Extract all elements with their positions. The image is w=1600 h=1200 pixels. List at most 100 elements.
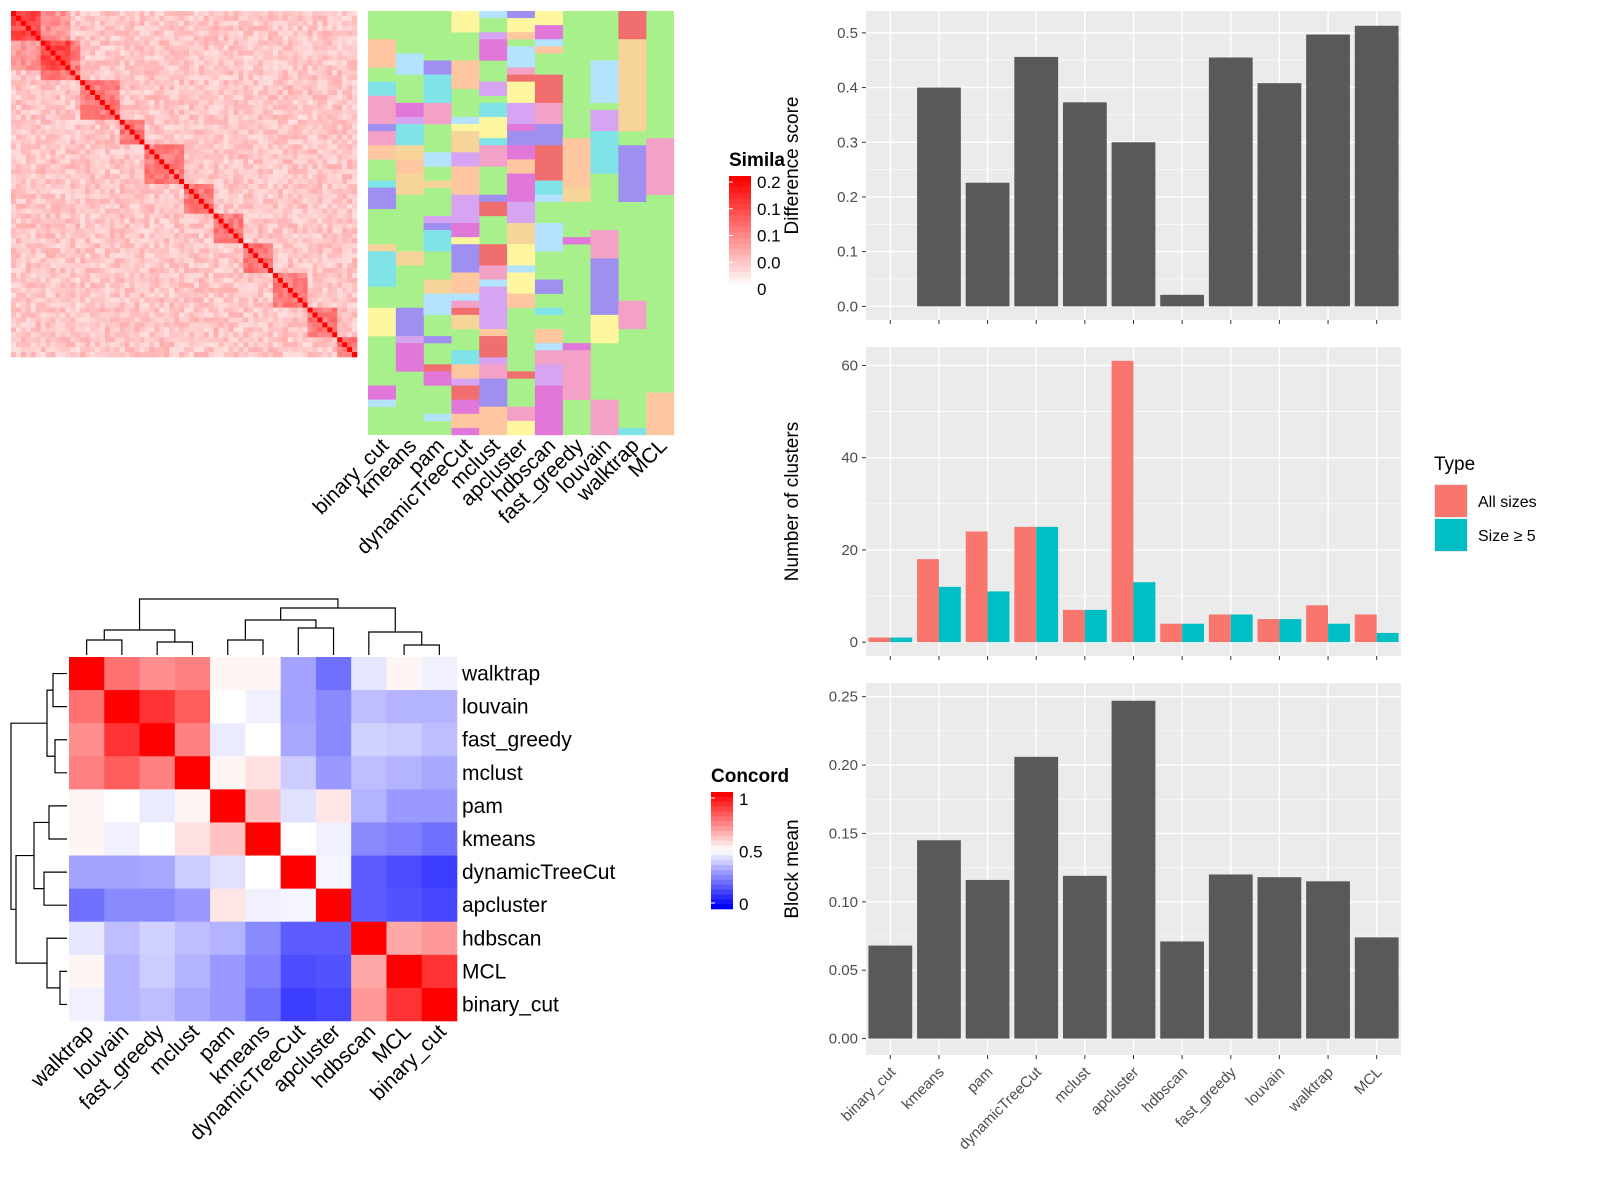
similarity-cell bbox=[134, 243, 140, 249]
similarity-cell bbox=[198, 342, 205, 348]
annotation-cell bbox=[451, 364, 480, 379]
similarity-cell bbox=[154, 208, 160, 214]
similarity-cell bbox=[45, 218, 51, 224]
similarity-cell bbox=[268, 258, 274, 264]
similarity-cell bbox=[342, 129, 348, 135]
similarity-cell bbox=[287, 80, 294, 86]
similarity-cell bbox=[188, 139, 195, 145]
similarity-cell bbox=[223, 193, 229, 200]
similarity-cell bbox=[90, 129, 96, 135]
similarity-cell bbox=[124, 11, 130, 17]
similarity-cell bbox=[184, 99, 190, 106]
similarity-cell bbox=[258, 99, 264, 106]
similarity-cell bbox=[99, 50, 106, 56]
similarity-cell bbox=[253, 114, 259, 121]
similarity-cell bbox=[228, 332, 234, 338]
similarity-cell bbox=[164, 218, 170, 224]
similarity-cell bbox=[263, 203, 269, 210]
similarity-cell bbox=[292, 322, 298, 328]
similarity-cell bbox=[352, 35, 358, 41]
similarity-cell bbox=[55, 40, 61, 46]
similarity-cell bbox=[258, 248, 264, 254]
similarity-cell bbox=[332, 144, 338, 150]
similarity-cell bbox=[45, 302, 51, 308]
similarity-cell bbox=[248, 342, 254, 348]
similarity-cell bbox=[169, 233, 175, 239]
similarity-cell bbox=[80, 277, 86, 284]
similarity-cell bbox=[332, 307, 338, 313]
similarity-cell bbox=[119, 104, 125, 111]
annotation-cell bbox=[395, 343, 424, 372]
similarity-cell bbox=[109, 302, 116, 308]
similarity-cell bbox=[40, 11, 46, 17]
similarity-cell bbox=[154, 352, 160, 358]
similarity-cell bbox=[213, 188, 219, 195]
similarity-cell bbox=[218, 337, 224, 343]
similarity-cell bbox=[40, 15, 46, 22]
similarity-cell bbox=[233, 193, 239, 200]
similarity-cell bbox=[124, 119, 130, 125]
similarity-cell bbox=[70, 45, 76, 51]
similarity-cell bbox=[312, 80, 318, 86]
similarity-cell bbox=[302, 307, 308, 313]
similarity-cell bbox=[159, 124, 165, 130]
similarity-cell bbox=[124, 149, 130, 155]
similarity-cell bbox=[15, 11, 22, 17]
similarity-cell bbox=[104, 109, 111, 116]
similarity-cell bbox=[277, 332, 284, 338]
similarity-cell bbox=[95, 40, 101, 46]
similarity-cell bbox=[317, 302, 323, 308]
similarity-cell bbox=[184, 253, 190, 259]
similarity-cell bbox=[184, 302, 190, 308]
similarity-cell bbox=[11, 90, 17, 96]
similarity-cell bbox=[25, 352, 32, 358]
similarity-cell bbox=[258, 347, 264, 353]
similarity-cell bbox=[109, 312, 116, 318]
similarity-cell bbox=[292, 129, 298, 135]
similarity-cell bbox=[85, 144, 91, 150]
similarity-cell bbox=[104, 174, 111, 180]
similarity-cell bbox=[347, 80, 353, 86]
similarity-cell bbox=[223, 272, 229, 279]
similarity-cell bbox=[65, 60, 71, 66]
similarity-cell bbox=[188, 193, 195, 200]
similarity-cell bbox=[65, 15, 71, 22]
similarity-cell bbox=[114, 159, 121, 165]
similarity-cell bbox=[114, 258, 121, 264]
similarity-cell bbox=[322, 70, 328, 76]
similarity-cell bbox=[193, 109, 200, 116]
similarity-cell bbox=[149, 95, 155, 101]
similarity-cell bbox=[243, 85, 249, 91]
similarity-cell bbox=[55, 179, 61, 185]
similarity-cell bbox=[169, 65, 175, 71]
similarity-cell bbox=[337, 317, 343, 323]
similarity-cell bbox=[30, 208, 37, 214]
similarity-cell bbox=[70, 317, 76, 323]
annotation-cell bbox=[451, 399, 480, 414]
similarity-cell bbox=[263, 292, 269, 298]
similarity-cell bbox=[154, 55, 160, 61]
similarity-cell bbox=[307, 104, 313, 111]
similarity-cell bbox=[287, 90, 294, 96]
similarity-cell bbox=[70, 104, 76, 111]
similarity-cell bbox=[60, 139, 66, 145]
similarity-cell bbox=[317, 70, 323, 76]
similarity-cell bbox=[198, 208, 205, 214]
similarity-cell bbox=[223, 50, 229, 56]
similarity-cell bbox=[218, 40, 224, 46]
similarity-cell bbox=[95, 253, 101, 259]
similarity-cell bbox=[233, 45, 239, 51]
similarity-cell bbox=[332, 352, 338, 358]
similarity-cell bbox=[40, 75, 46, 81]
similarity-cell bbox=[35, 297, 41, 303]
similarity-cell bbox=[70, 174, 76, 180]
similarity-cell bbox=[228, 322, 234, 328]
similarity-cell bbox=[253, 352, 259, 358]
similarity-cell bbox=[337, 40, 343, 46]
similarity-cell bbox=[253, 208, 259, 214]
similarity-cell bbox=[322, 20, 328, 27]
similarity-cell bbox=[322, 95, 328, 101]
similarity-cell bbox=[95, 213, 101, 219]
similarity-cell bbox=[302, 287, 308, 294]
similarity-cell bbox=[203, 248, 210, 254]
